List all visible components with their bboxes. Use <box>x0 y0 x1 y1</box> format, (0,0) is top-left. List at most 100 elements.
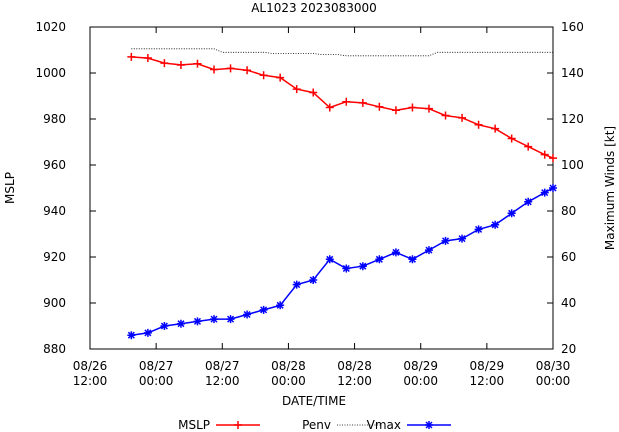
marker-plus-stroke <box>441 111 450 120</box>
marker-plus-stroke <box>342 97 351 106</box>
marker-plus-stroke <box>540 150 549 159</box>
marker-plus-stroke <box>458 113 467 122</box>
plus-marker <box>276 73 285 82</box>
left-axis-tick-label: 1000 <box>35 66 66 80</box>
legend-label-vmax: Vmax <box>367 418 401 432</box>
right-axis-tick-label: 80 <box>561 204 576 218</box>
x-axis-ticks: 08/2612:0008/2700:0008/2712:0008/2800:00… <box>73 27 571 388</box>
star-marker <box>441 236 450 245</box>
plus-marker <box>259 71 268 80</box>
x-tick-date-label: 08/29 <box>403 359 438 373</box>
legend-label-mslp: MSLP <box>178 418 210 432</box>
plus-marker <box>176 60 185 69</box>
plus-marker <box>524 142 533 151</box>
plus-marker <box>226 64 235 73</box>
star-marker <box>210 315 219 324</box>
star-marker <box>342 264 351 273</box>
legend: MSLP Penv Vmax <box>178 418 451 432</box>
marker-plus-stroke <box>276 73 285 82</box>
marker-plus-stroke <box>507 134 516 143</box>
star-marker <box>358 262 367 271</box>
x-tick-time-label: 00:00 <box>271 374 306 388</box>
plus-marker <box>491 124 500 133</box>
star-marker <box>424 246 433 255</box>
plus-marker <box>549 154 557 163</box>
right-axis-tick-label: 40 <box>561 296 576 310</box>
marker-cross-stroke <box>160 322 168 330</box>
vmax-line <box>131 187 554 336</box>
star-marker <box>292 280 301 289</box>
marker-plus-stroke <box>292 85 301 94</box>
marker-plus-stroke <box>193 59 202 68</box>
marker-cross-stroke <box>425 421 433 429</box>
star-marker <box>391 248 400 257</box>
left-axis-tick-label: 920 <box>43 250 66 264</box>
x-tick-date-label: 08/27 <box>205 359 240 373</box>
marker-plus-stroke <box>424 104 433 113</box>
star-marker <box>507 209 516 218</box>
left-axis-tick-label: 1020 <box>35 20 66 34</box>
marker-cross-stroke <box>193 317 202 325</box>
series-layer <box>127 48 557 340</box>
plus-marker <box>160 59 169 68</box>
chart-title: AL1023 2023083000 <box>251 1 377 15</box>
marker-cross-stroke <box>458 235 466 243</box>
plus-marker <box>143 54 152 63</box>
plus-marker <box>375 102 384 111</box>
marker-plus-stroke <box>474 120 483 129</box>
marker-plus-stroke <box>524 142 533 151</box>
marker-cross-stroke <box>326 255 334 263</box>
marker-plus-stroke <box>549 154 557 163</box>
plus-marker <box>458 113 467 122</box>
star-marker <box>474 225 483 234</box>
star-marker <box>425 421 433 429</box>
star-marker <box>309 276 318 284</box>
x-tick-date-label: 08/29 <box>470 359 505 373</box>
star-marker <box>193 317 202 326</box>
marker-plus-stroke <box>234 421 242 429</box>
x-tick-time-label: 12:00 <box>337 374 372 388</box>
right-axis-tick-label: 20 <box>561 342 576 356</box>
star-marker <box>276 301 285 310</box>
legend-label-penv: Penv <box>302 418 331 432</box>
marker-cross-stroke <box>210 315 218 323</box>
plus-marker <box>408 103 417 112</box>
plus-marker <box>507 134 516 143</box>
marker-cross-stroke <box>227 315 235 323</box>
star-marker <box>491 220 500 229</box>
marker-plus-stroke <box>491 124 500 133</box>
x-tick-time-label: 00:00 <box>403 374 438 388</box>
right-axis-tick-label: 140 <box>561 66 584 80</box>
plus-marker <box>441 111 450 120</box>
marker-plus-stroke <box>210 65 219 74</box>
marker-cross-stroke <box>144 329 152 337</box>
x-tick-date-label: 08/26 <box>73 359 108 373</box>
plus-marker <box>474 120 483 129</box>
star-marker <box>160 322 169 330</box>
plus-marker <box>309 88 318 97</box>
left-axis-tick-label: 900 <box>43 296 66 310</box>
star-marker <box>127 331 136 340</box>
plot-frame <box>89 26 554 350</box>
marker-cross-stroke <box>342 264 350 273</box>
x-tick-time-label: 00:00 <box>139 374 174 388</box>
plus-marker <box>292 85 301 94</box>
marker-plus-stroke <box>143 54 152 63</box>
right-axis-tick-label: 100 <box>561 158 584 172</box>
mslp-line <box>131 56 554 159</box>
x-tick-date-label: 08/27 <box>139 359 174 373</box>
star-marker <box>540 188 549 197</box>
marker-cross-stroke <box>309 276 317 284</box>
star-marker <box>458 234 467 243</box>
x-tick-time-label: 00:00 <box>536 374 571 388</box>
marker-cross-stroke <box>425 246 433 254</box>
star-marker <box>408 255 417 264</box>
marker-cross-stroke <box>441 237 450 245</box>
plus-marker <box>358 98 367 107</box>
right-axis-tick-label: 120 <box>561 112 584 126</box>
star-marker <box>524 197 533 206</box>
marker-cross-stroke <box>541 189 549 197</box>
marker-cross-stroke <box>260 306 268 314</box>
marker-cross-stroke <box>408 255 416 263</box>
left-axis-tick-label: 960 <box>43 158 66 172</box>
